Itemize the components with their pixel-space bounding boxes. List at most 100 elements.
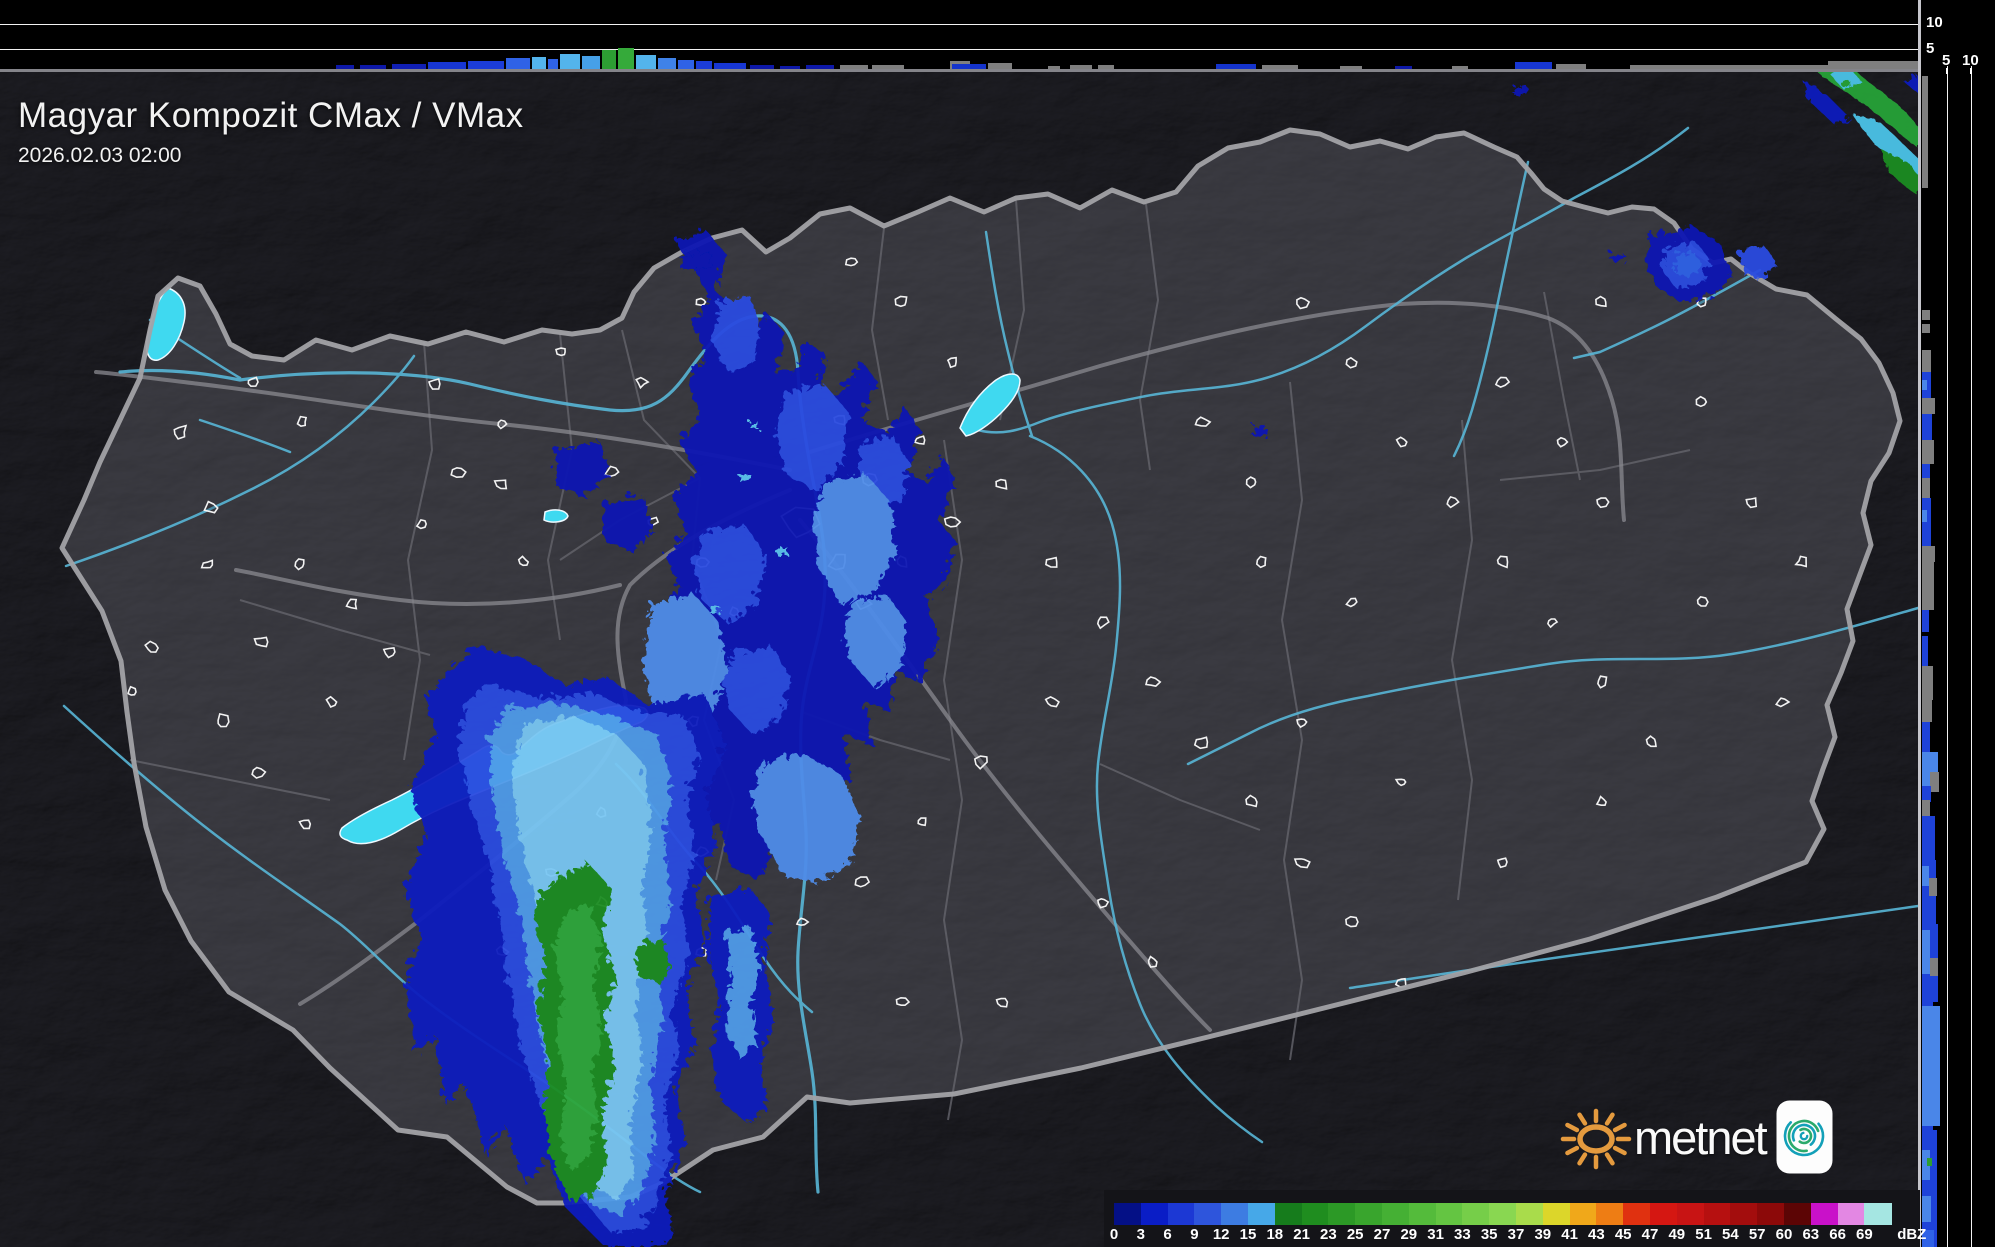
town-outline — [943, 516, 962, 528]
town-outline — [1145, 676, 1162, 687]
spiral-icon — [1776, 1100, 1833, 1174]
legend-color-block — [1623, 1203, 1651, 1225]
right-gridline-5km — [1947, 66, 1948, 1247]
river-maros — [1348, 904, 1920, 990]
town-outline — [1044, 696, 1060, 708]
town-outline — [493, 479, 508, 490]
town-outline — [1394, 778, 1407, 787]
town-outline — [1296, 296, 1311, 310]
town-outline — [203, 500, 219, 514]
town-outline — [795, 917, 810, 927]
town-outline — [1255, 555, 1267, 569]
legend-color-block — [1703, 1203, 1731, 1225]
metnet-logo: metnet — [1560, 1096, 1833, 1178]
legend-color-block — [1221, 1203, 1249, 1225]
radar-map-canvas — [0, 71, 1920, 1247]
top-axis-label-10km: 10 — [1926, 14, 1943, 31]
legend-color-block — [1140, 1203, 1169, 1225]
legend-color-block — [1569, 1203, 1597, 1225]
legend-tick-label: 49 — [1668, 1226, 1686, 1243]
timestamp: 2026.02.03 02:00 — [18, 144, 182, 167]
town-outline — [144, 640, 160, 653]
town-outline — [1695, 395, 1708, 408]
town-outline — [1097, 898, 1110, 909]
top-axis-label-5km: 5 — [1926, 40, 1935, 57]
town-outline — [382, 647, 396, 659]
town-outline — [173, 424, 188, 440]
legend-tick-label: 39 — [1534, 1226, 1552, 1243]
legend-tick-label: 54 — [1722, 1226, 1739, 1243]
river-zagyva — [984, 230, 1034, 438]
town-outline — [253, 636, 269, 648]
town-outline — [1696, 596, 1709, 607]
right-axis-tick-10 — [1970, 68, 1972, 74]
town-outline — [844, 257, 859, 267]
town-outline — [1296, 718, 1308, 729]
right-axis-label-10km: 10 — [1962, 52, 1979, 69]
legend-color-block — [1864, 1203, 1892, 1225]
town-outline — [995, 997, 1009, 1008]
legend-tick-label: 23 — [1320, 1226, 1337, 1243]
town-outline — [345, 598, 358, 610]
town-outline — [217, 712, 230, 728]
legend-tick-label: 43 — [1588, 1226, 1605, 1243]
town-outline — [913, 435, 926, 445]
town-outline — [1245, 794, 1258, 808]
legend-tick-label: 33 — [1454, 1226, 1471, 1243]
dbz-color-legend: 0 3 6 9 12 15 18 21 23 25 27 29 31 33 35 37 39 41 43 45 47 49… — [1104, 1190, 1926, 1247]
legend-color-block — [1114, 1203, 1142, 1225]
lake-velence — [543, 509, 569, 523]
town-outline — [946, 356, 957, 369]
right-gridline-10km — [1971, 66, 1972, 1247]
legend-tick-label: 29 — [1400, 1226, 1418, 1243]
legend-tick-label: 3 — [1136, 1226, 1145, 1243]
legend-color-block — [1435, 1203, 1463, 1225]
legend-color-block — [1462, 1203, 1490, 1225]
town-outline — [1595, 295, 1607, 308]
right-axis-tick-5 — [1946, 68, 1948, 74]
town-outline — [1395, 436, 1408, 448]
town-outline — [1774, 697, 1791, 708]
legend-color-block — [1676, 1203, 1705, 1225]
lake-tisza — [959, 373, 1021, 437]
town-outline — [1096, 616, 1110, 630]
page-title: Magyar Kompozit CMax / VMax — [18, 96, 524, 135]
legend-color-block — [1301, 1203, 1329, 1225]
legend-color-block — [1328, 1203, 1356, 1225]
town-outline — [1556, 436, 1569, 448]
town-outline — [1547, 618, 1559, 629]
town-outline — [1194, 416, 1212, 427]
town-outline — [1494, 376, 1511, 388]
legend-tick-label: 6 — [1163, 1226, 1172, 1243]
map-right-edge — [1918, 0, 1921, 1247]
legend-color-block — [1810, 1203, 1839, 1225]
town-outline — [247, 376, 259, 388]
legend-tick-label: 47 — [1641, 1226, 1659, 1243]
legend-tick-label: 69 — [1856, 1226, 1873, 1243]
legend-color-block — [1542, 1203, 1571, 1225]
town-outline — [1446, 495, 1460, 509]
legend-color-block — [1248, 1203, 1276, 1225]
town-outline — [995, 478, 1008, 490]
legend-tick-label: 63 — [1802, 1226, 1820, 1243]
legend-color-block — [1408, 1203, 1437, 1225]
legend-tick-label: 37 — [1507, 1226, 1525, 1243]
legend-tick-label: 60 — [1775, 1226, 1793, 1243]
river-koros — [1186, 606, 1920, 766]
town-outline — [854, 876, 871, 888]
town-outline — [1595, 795, 1608, 806]
river-hernad — [1452, 160, 1530, 458]
legend-tick-label: 27 — [1373, 1226, 1391, 1243]
town-outline — [1345, 915, 1359, 928]
town-outline — [1345, 356, 1358, 369]
town-outline — [1745, 497, 1758, 509]
town-outline — [251, 766, 267, 779]
legend-tick-label: 51 — [1695, 1226, 1712, 1243]
legend-color-block — [1274, 1203, 1303, 1225]
town-outline — [1496, 857, 1508, 869]
town-outline — [894, 295, 908, 308]
town-outline — [1597, 675, 1608, 689]
town-outline — [1496, 555, 1509, 569]
town-outline — [1596, 497, 1610, 509]
